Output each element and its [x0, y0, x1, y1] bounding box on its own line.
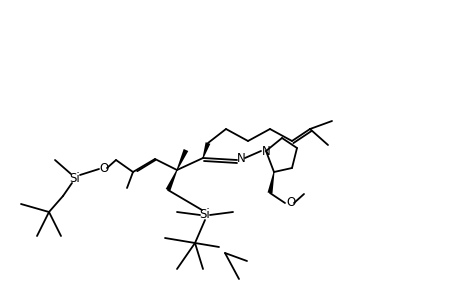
Polygon shape: [176, 149, 188, 170]
Text: O: O: [99, 161, 108, 175]
Polygon shape: [267, 172, 274, 194]
Text: N: N: [236, 152, 245, 164]
Polygon shape: [165, 170, 177, 191]
Text: N: N: [261, 145, 270, 158]
Polygon shape: [202, 142, 210, 158]
Text: Si: Si: [69, 172, 80, 184]
Text: Si: Si: [199, 208, 210, 221]
Text: O: O: [286, 196, 295, 209]
